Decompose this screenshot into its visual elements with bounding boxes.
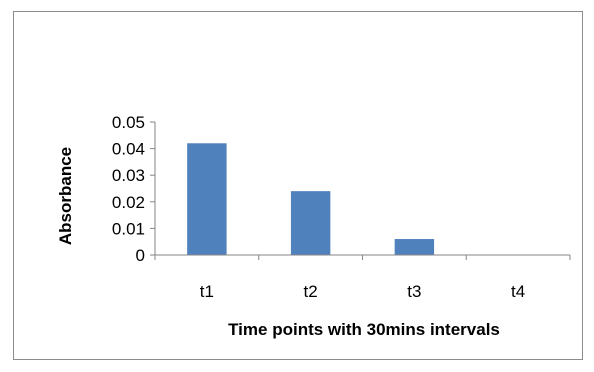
y-tick-label: 0.01 (112, 219, 145, 238)
bar-t3 (394, 239, 435, 255)
y-tick-label: 0.04 (112, 140, 145, 159)
y-axis-title: Absorbance (56, 147, 75, 245)
y-tick-label: 0.02 (112, 193, 145, 212)
x-tick-label: t3 (407, 282, 421, 301)
x-axis-title: Time points with 30mins intervals (228, 320, 500, 339)
bars (187, 143, 435, 255)
x-tick-label: t2 (304, 282, 318, 301)
x-tick-label: t4 (511, 282, 525, 301)
bar-t1 (187, 143, 227, 255)
y-tick-label: 0.05 (112, 113, 145, 132)
x-axis-ticks: t1 t2 t3 t4 (154, 255, 571, 301)
x-tick-label: t1 (200, 282, 214, 301)
bar-t2 (290, 191, 331, 255)
y-tick-label: 0.03 (112, 166, 145, 185)
chart-frame (13, 11, 583, 360)
y-axis-ticks: 0 0.01 0.02 0.03 0.04 0.05 (112, 113, 155, 265)
y-tick-label: 0 (136, 246, 145, 265)
